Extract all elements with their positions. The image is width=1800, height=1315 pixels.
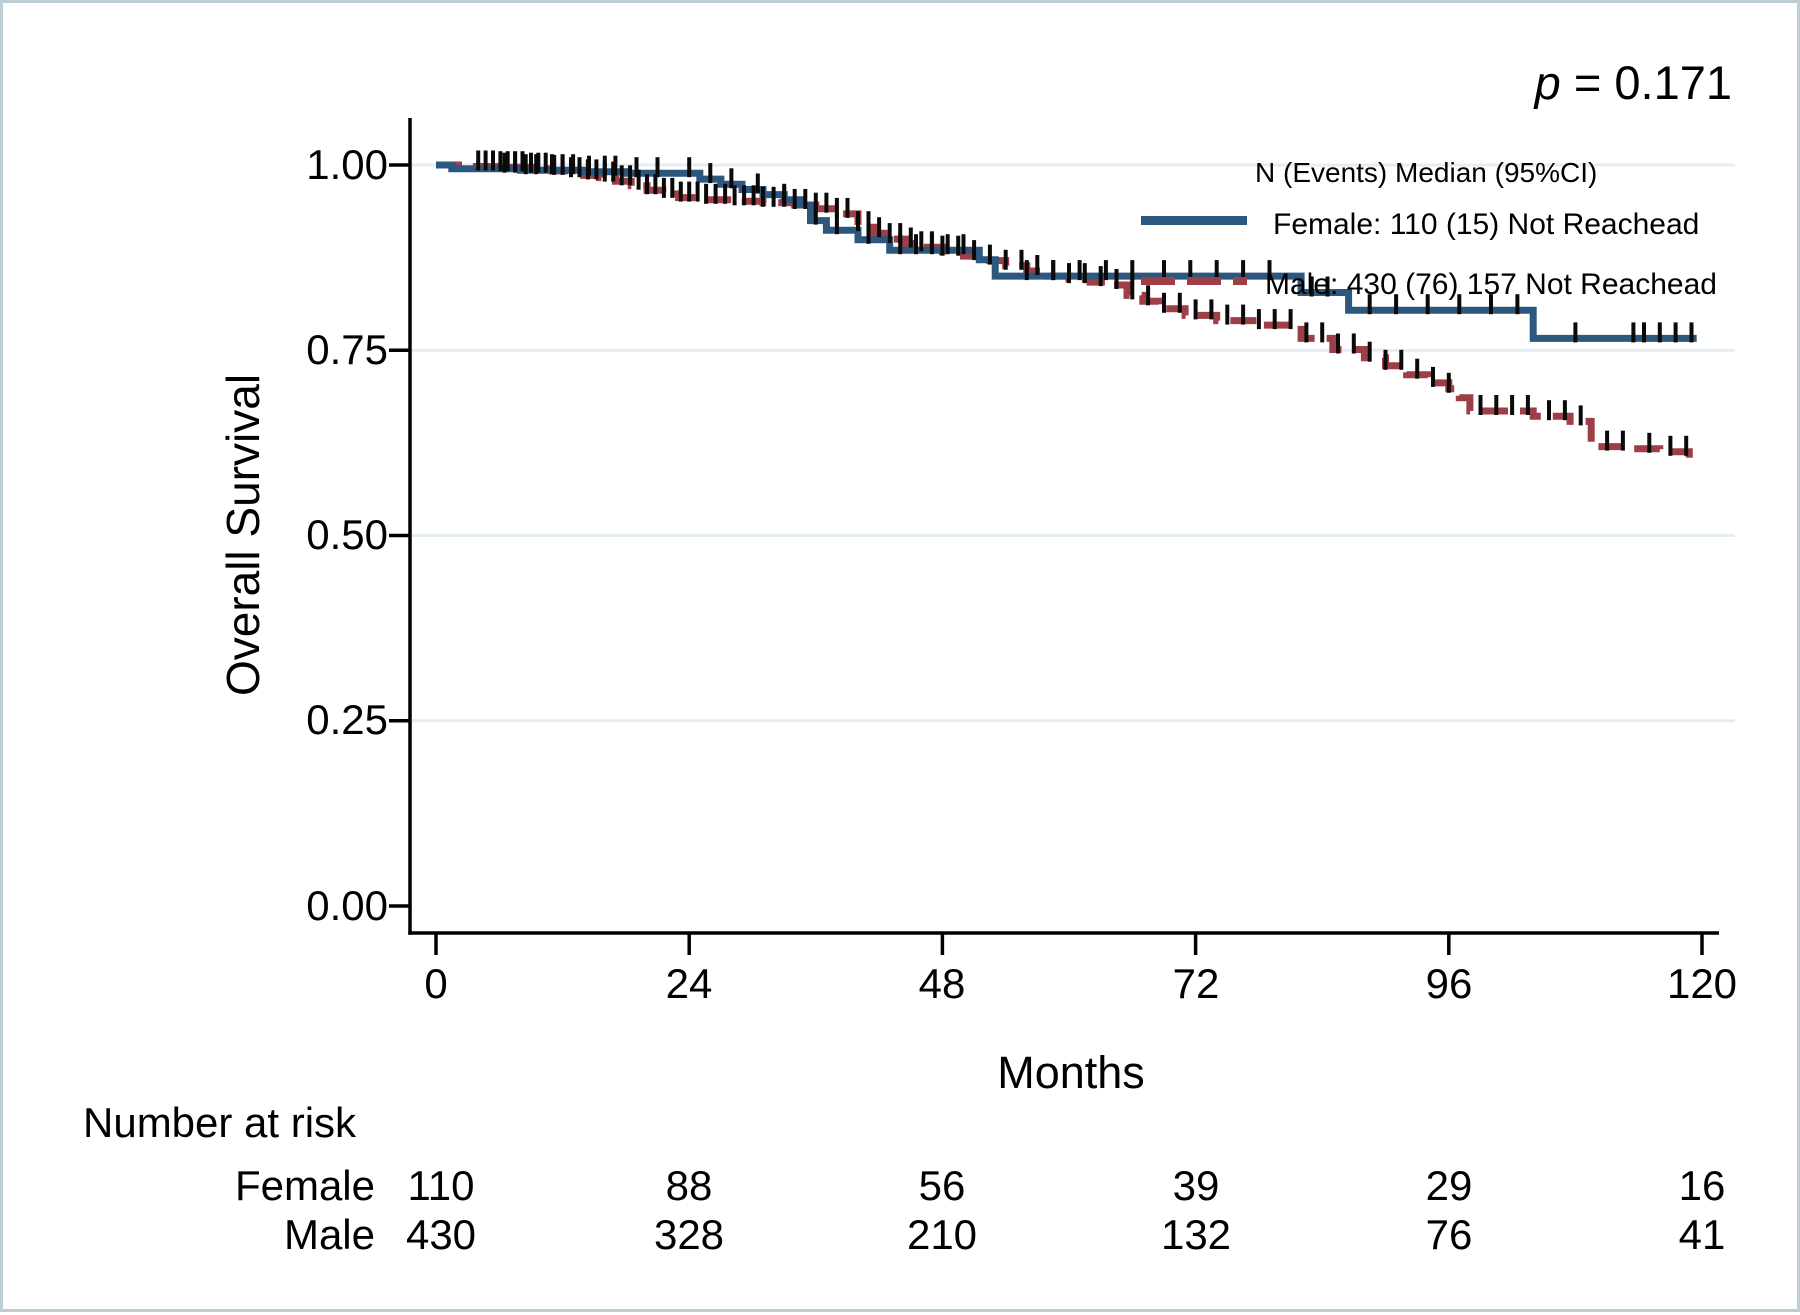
y-tick-label: 0.75 bbox=[306, 326, 388, 373]
x-tick-label: 24 bbox=[665, 960, 713, 1007]
risk-value: 29 bbox=[1425, 1162, 1473, 1209]
risk-value: 110 bbox=[407, 1162, 475, 1209]
y-tick-label: 1.00 bbox=[306, 141, 388, 188]
legend-header: N (Events) Median (95%CI) bbox=[1255, 157, 1598, 188]
p-symbol: p bbox=[1534, 56, 1561, 109]
risk-value: 56 bbox=[918, 1162, 966, 1209]
survival-curve-female bbox=[436, 161, 1697, 342]
risk-value: 16 bbox=[1678, 1162, 1726, 1209]
risk-value: 132 bbox=[1160, 1211, 1232, 1258]
y-tick-label: 0.25 bbox=[306, 696, 388, 743]
legend-item-male: Male: 430 (76) 157 Not Reachead bbox=[1265, 268, 1717, 301]
y-tick-label: 0.00 bbox=[306, 882, 388, 929]
risk-value: 88 bbox=[665, 1162, 713, 1209]
km-plot-canvas bbox=[389, 118, 1735, 955]
p-value-number: = 0.171 bbox=[1560, 56, 1732, 109]
x-tick-label: 48 bbox=[918, 960, 966, 1007]
x-tick-label: 96 bbox=[1425, 960, 1473, 1007]
x-tick-label: 72 bbox=[1172, 960, 1220, 1007]
risk-value: 210 bbox=[906, 1211, 978, 1258]
risk-value: 41 bbox=[1678, 1211, 1726, 1258]
risk-row-label-female: Female bbox=[234, 1162, 375, 1209]
risk-value: 430 bbox=[405, 1211, 477, 1258]
legend-marker-male bbox=[1141, 277, 1247, 285]
p-value: p = 0.171 bbox=[1535, 53, 1732, 113]
legend-item-female: Female: 110 (15) Not Reachead bbox=[1273, 208, 1700, 241]
risk-value: 39 bbox=[1172, 1162, 1220, 1209]
y-tick-label: 0.50 bbox=[306, 511, 388, 558]
risk-value: 328 bbox=[653, 1211, 725, 1258]
risk-table-title: Number at risk bbox=[83, 1099, 357, 1146]
risk-value: 76 bbox=[1425, 1211, 1473, 1258]
legend-marker-female bbox=[1141, 216, 1247, 225]
risk-row-label-male: Male bbox=[283, 1211, 375, 1258]
x-axis-title: Months bbox=[997, 1047, 1145, 1098]
x-tick-label: 0 bbox=[424, 960, 448, 1007]
x-tick-label: 120 bbox=[1666, 960, 1738, 1007]
